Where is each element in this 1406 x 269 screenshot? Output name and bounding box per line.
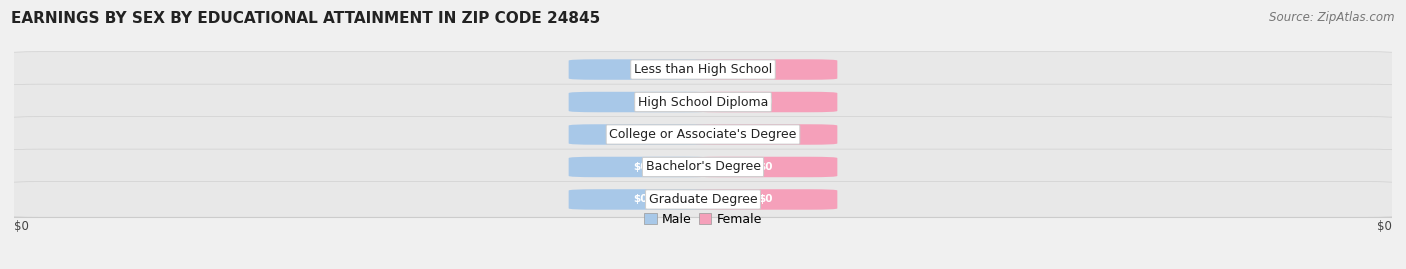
Text: $0: $0 [634, 194, 648, 204]
FancyBboxPatch shape [568, 92, 713, 112]
Text: Graduate Degree: Graduate Degree [648, 193, 758, 206]
Text: $0: $0 [634, 129, 648, 140]
Text: $0: $0 [758, 162, 772, 172]
FancyBboxPatch shape [693, 189, 838, 210]
Text: $0: $0 [758, 129, 772, 140]
FancyBboxPatch shape [693, 92, 838, 112]
Text: High School Diploma: High School Diploma [638, 95, 768, 108]
FancyBboxPatch shape [568, 59, 713, 80]
FancyBboxPatch shape [7, 149, 1399, 185]
Text: EARNINGS BY SEX BY EDUCATIONAL ATTAINMENT IN ZIP CODE 24845: EARNINGS BY SEX BY EDUCATIONAL ATTAINMEN… [11, 11, 600, 26]
Text: College or Associate's Degree: College or Associate's Degree [609, 128, 797, 141]
Text: $0: $0 [14, 220, 30, 233]
Legend: Male, Female: Male, Female [641, 210, 765, 228]
FancyBboxPatch shape [7, 117, 1399, 152]
Text: $0: $0 [758, 65, 772, 75]
FancyBboxPatch shape [568, 189, 713, 210]
FancyBboxPatch shape [693, 157, 838, 177]
Text: $0: $0 [758, 194, 772, 204]
FancyBboxPatch shape [7, 52, 1399, 87]
Text: Source: ZipAtlas.com: Source: ZipAtlas.com [1270, 11, 1395, 24]
Text: $0: $0 [634, 65, 648, 75]
Text: $0: $0 [634, 97, 648, 107]
Text: Bachelor's Degree: Bachelor's Degree [645, 161, 761, 174]
FancyBboxPatch shape [693, 59, 838, 80]
Text: $0: $0 [634, 162, 648, 172]
Text: $0: $0 [758, 97, 772, 107]
Text: $0: $0 [1376, 220, 1392, 233]
FancyBboxPatch shape [693, 124, 838, 145]
FancyBboxPatch shape [568, 157, 713, 177]
Text: Less than High School: Less than High School [634, 63, 772, 76]
FancyBboxPatch shape [568, 124, 713, 145]
FancyBboxPatch shape [7, 182, 1399, 217]
FancyBboxPatch shape [7, 84, 1399, 120]
